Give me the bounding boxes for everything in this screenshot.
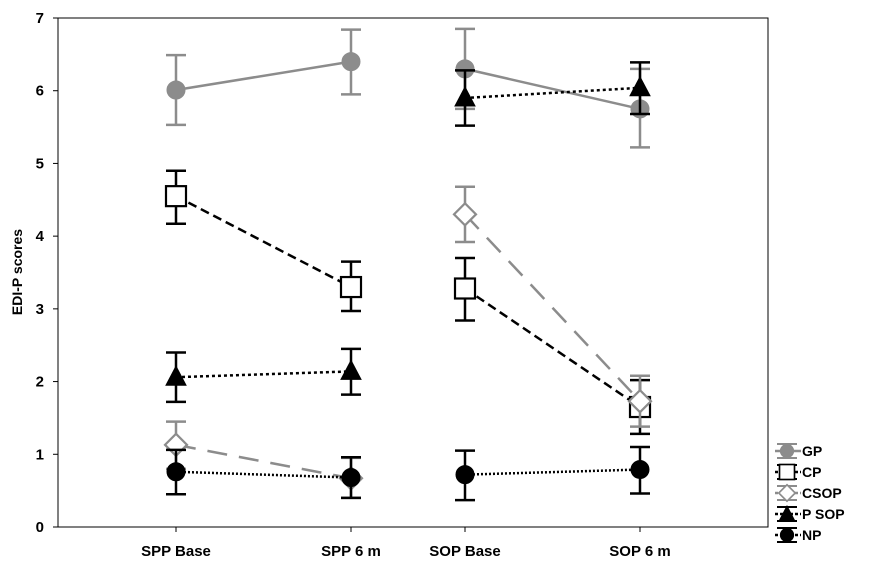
legend-label: GP	[802, 443, 822, 459]
legend-marker	[777, 483, 797, 503]
data-point	[341, 52, 361, 72]
legend-marker-group	[779, 443, 795, 459]
y-tick-label: 3	[36, 301, 44, 318]
data-point	[629, 75, 651, 97]
legend-marker-group	[778, 504, 796, 521]
series-csop	[163, 185, 653, 500]
series-gp	[166, 27, 650, 149]
legend: GP CP CSOP P SOP NP	[775, 443, 845, 543]
y-tick-label: 2	[36, 374, 44, 391]
data-point	[630, 460, 650, 480]
data-point	[165, 365, 187, 386]
y-axis: 0 1 2 3 4 5 6 7	[36, 10, 58, 536]
y-axis-title: EDI-P scores	[9, 229, 25, 315]
legend-marker	[779, 443, 795, 459]
legend-marker-group	[777, 483, 797, 503]
y-tick-label: 5	[36, 155, 44, 172]
series-line	[175, 443, 352, 480]
series-line	[464, 287, 641, 409]
data-point	[341, 468, 361, 488]
data-point	[627, 388, 653, 414]
data-point	[166, 462, 186, 482]
series-np	[166, 445, 650, 502]
y-tick-label: 7	[36, 10, 44, 27]
x-tick-label: SPP Base	[141, 543, 211, 560]
legend-item: P SOP	[775, 504, 845, 522]
legend-marker	[778, 463, 796, 481]
plot-frame	[57, 17, 769, 528]
data-point	[339, 275, 363, 299]
legend-marker-group	[778, 463, 796, 481]
legend-label: CP	[802, 464, 821, 480]
legend-item: CP	[775, 463, 821, 481]
series-layer	[163, 27, 653, 502]
legend-label: CSOP	[802, 485, 842, 501]
data-point	[452, 201, 478, 227]
data-point	[455, 465, 475, 485]
x-axis: SPP Base SPP 6 m SOP Base SOP 6 m	[141, 527, 671, 560]
legend-marker	[778, 504, 796, 521]
series-line	[464, 213, 641, 403]
x-tick-label: SPP 6 m	[321, 543, 381, 560]
y-tick-label: 1	[36, 446, 44, 463]
legend-label: NP	[802, 527, 821, 543]
data-point	[166, 80, 186, 100]
x-tick-label: SOP 6 m	[609, 543, 670, 560]
series-line	[175, 370, 352, 379]
series-line	[175, 195, 352, 289]
legend-label: P SOP	[802, 506, 845, 522]
legend-item: CSOP	[775, 483, 842, 503]
x-tick-label: SOP Base	[429, 543, 500, 560]
series-line	[175, 60, 352, 92]
data-point	[340, 359, 362, 380]
y-tick-label: 0	[36, 519, 44, 536]
data-point	[164, 185, 188, 208]
y-tick-label: 4	[36, 228, 45, 245]
series-cp	[164, 169, 652, 436]
legend-item: NP	[775, 527, 821, 543]
data-point	[453, 277, 477, 300]
data-point	[454, 85, 476, 107]
series-p-sop	[165, 61, 651, 404]
series-line	[464, 468, 641, 476]
series-line	[464, 67, 641, 111]
legend-marker	[779, 527, 795, 543]
y-tick-label: 6	[36, 83, 44, 100]
series-line	[175, 470, 352, 479]
legend-marker-group	[779, 527, 795, 543]
series-line	[464, 86, 641, 100]
legend-item: GP	[775, 443, 822, 459]
